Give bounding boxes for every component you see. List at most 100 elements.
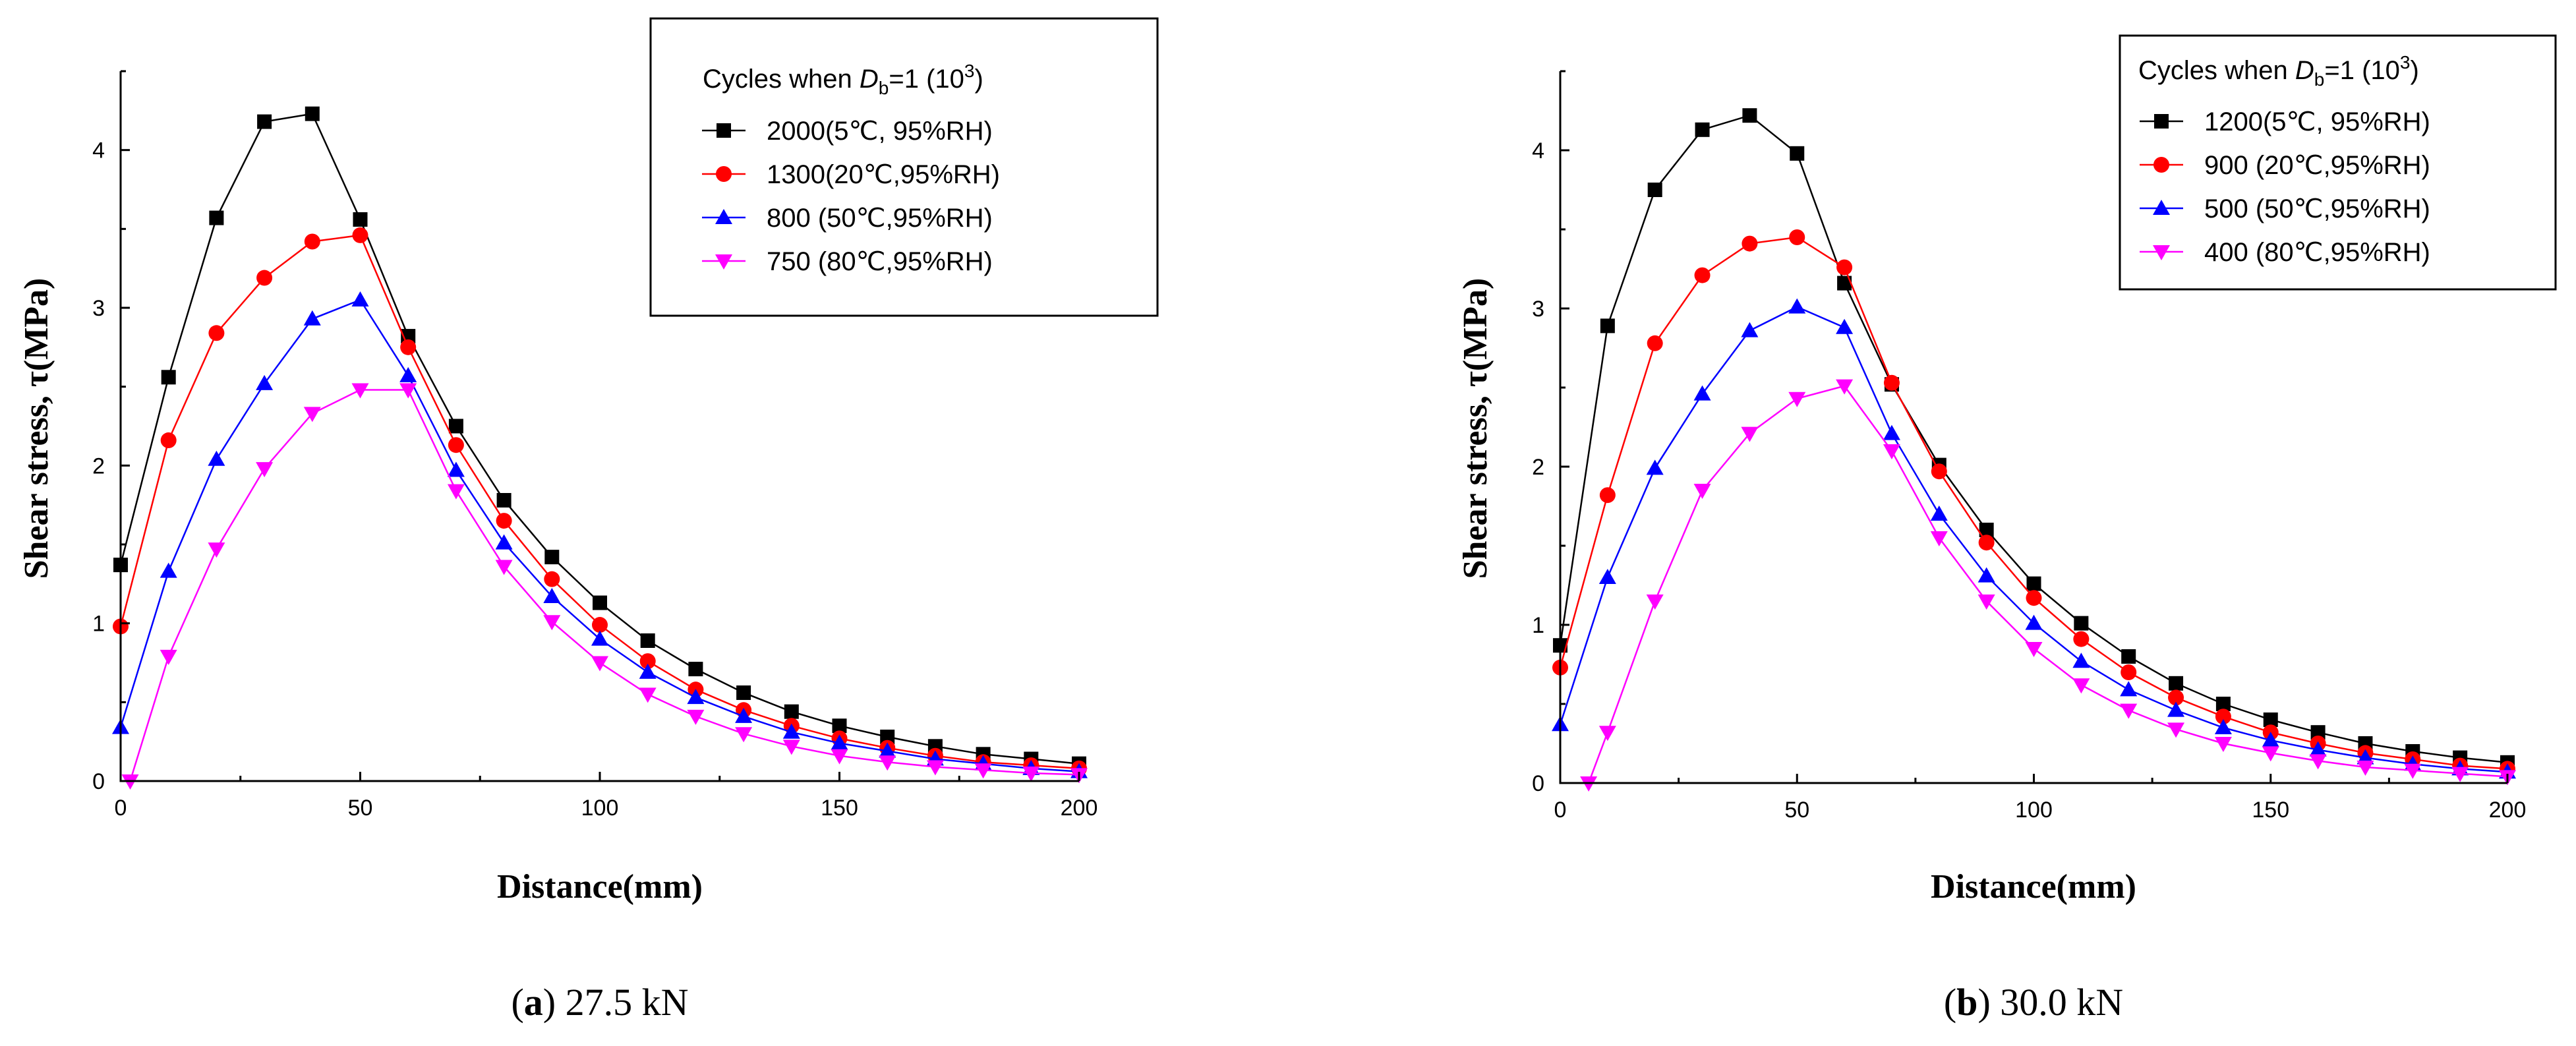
- y-tick-label-4: 4: [92, 138, 105, 163]
- x-tick-label-50: 50: [1784, 798, 1809, 823]
- data-point: [2120, 703, 2138, 719]
- data-point: [160, 432, 177, 449]
- data-point: [1693, 484, 1711, 499]
- legend-title-b: Cycles when Db=1 (103): [2138, 52, 2419, 90]
- data-point: [303, 310, 321, 326]
- chart-panel-a: 0 50 100 150 200 0 1 2 3 4 Distance(mm) Shear str…: [18, 17, 1159, 1024]
- data-point: [2121, 664, 2137, 680]
- data-point: [831, 749, 848, 765]
- data-point: [640, 633, 655, 648]
- data-point: [2121, 649, 2136, 664]
- data-point: [448, 419, 463, 434]
- legend-label-1: 2000(5℃, 95%RH): [767, 117, 993, 146]
- data-point: [1789, 229, 1805, 245]
- x-tick-label-200: 200: [1061, 796, 1098, 821]
- data-point: [735, 707, 753, 723]
- data-point: [1647, 335, 1663, 351]
- data-point: [2074, 616, 2089, 631]
- data-point: [1883, 424, 1900, 440]
- data-point: [2168, 689, 2184, 706]
- data-point: [2215, 697, 2231, 711]
- data-point: [2214, 719, 2232, 734]
- data-point: [1931, 463, 1947, 480]
- data-point: [1883, 374, 1900, 391]
- x-axis-title-a: Distance(mm): [497, 868, 703, 906]
- legend-marker-3: [715, 209, 732, 224]
- data-point: [353, 212, 368, 227]
- data-point: [2263, 712, 2278, 727]
- data-point: [2215, 709, 2231, 725]
- legend-marker-4: [715, 254, 732, 270]
- data-point: [256, 270, 273, 286]
- data-point: [784, 704, 799, 719]
- data-point: [2262, 732, 2279, 747]
- data-point: [2169, 676, 2184, 691]
- data-point: [1599, 487, 1616, 504]
- data-point: [543, 587, 561, 603]
- data-point: [1788, 298, 1806, 314]
- data-point: [2262, 746, 2279, 762]
- data-point: [1742, 108, 1757, 123]
- data-point: [1930, 506, 1948, 521]
- data-point: [879, 755, 896, 771]
- data-point: [400, 339, 417, 355]
- legend-marker-1: [717, 123, 731, 138]
- data-point: [256, 374, 274, 390]
- legend-marker-4: [2153, 245, 2170, 260]
- data-point: [2451, 767, 2469, 782]
- data-point: [496, 513, 512, 529]
- legend-label-2: 1300(20℃,95%RH): [767, 160, 1000, 189]
- data-point: [2309, 741, 2327, 757]
- y-tick-label-0: 0: [1532, 771, 1544, 796]
- data-point: [782, 723, 800, 739]
- legend-label-3: 800 (50℃,95%RH): [767, 204, 993, 233]
- y-tick-label-3: 3: [92, 296, 105, 321]
- legend-label-3: 500 (50℃,95%RH): [2204, 194, 2430, 223]
- data-point: [2167, 701, 2185, 717]
- data-point: [448, 437, 464, 453]
- legend-b: Cycles when Db=1 (103) 1200(5℃, 95%RH) 90…: [2119, 34, 2557, 291]
- y-tick-label-1: 1: [92, 612, 105, 637]
- data-point: [495, 560, 513, 575]
- data-point: [2167, 722, 2185, 738]
- data-point: [495, 534, 513, 550]
- legend-label-2: 900 (20℃,95%RH): [2204, 151, 2430, 180]
- data-point: [2214, 737, 2232, 752]
- caption-b: (b) 30.0 kN: [1944, 981, 2123, 1024]
- data-point: [591, 656, 608, 672]
- data-point: [1741, 426, 1759, 442]
- data-point: [974, 763, 992, 779]
- data-point: [879, 742, 896, 758]
- data-point: [2073, 631, 2090, 647]
- data-point: [447, 484, 465, 500]
- data-point: [352, 227, 368, 243]
- data-point: [208, 325, 225, 341]
- series-line-3: [119, 299, 1080, 772]
- legend-box-a: [649, 17, 1159, 317]
- data-point: [2309, 754, 2327, 770]
- data-point: [639, 653, 656, 670]
- series-layer-a: [112, 106, 1088, 790]
- legend-label-4: 400 (80℃,95%RH): [2204, 238, 2430, 267]
- caption-a: (a) 27.5 kN: [511, 981, 688, 1024]
- data-point: [208, 450, 225, 466]
- data-point: [1598, 726, 1616, 741]
- series-line-4: [1587, 385, 2508, 784]
- x-tick-label-100: 100: [581, 796, 619, 821]
- data-point: [447, 461, 465, 477]
- legend-title-a: Cycles when Db=1 (103): [703, 61, 983, 98]
- data-point: [209, 210, 224, 225]
- x-tick-label-100: 100: [2015, 798, 2053, 823]
- y-axis-title-b: Shear stress, τ(MPa): [1457, 278, 1494, 579]
- data-point: [496, 492, 512, 508]
- data-point: [1022, 767, 1040, 782]
- data-point: [1741, 322, 1759, 337]
- data-point: [1790, 146, 1805, 161]
- data-point: [639, 663, 657, 679]
- data-point: [160, 649, 177, 665]
- data-point: [1977, 595, 1995, 610]
- data-point: [2072, 678, 2090, 694]
- x-tick-label-150: 150: [2252, 798, 2289, 823]
- legend-marker-2: [2153, 157, 2169, 173]
- series-line-4: [129, 389, 1080, 782]
